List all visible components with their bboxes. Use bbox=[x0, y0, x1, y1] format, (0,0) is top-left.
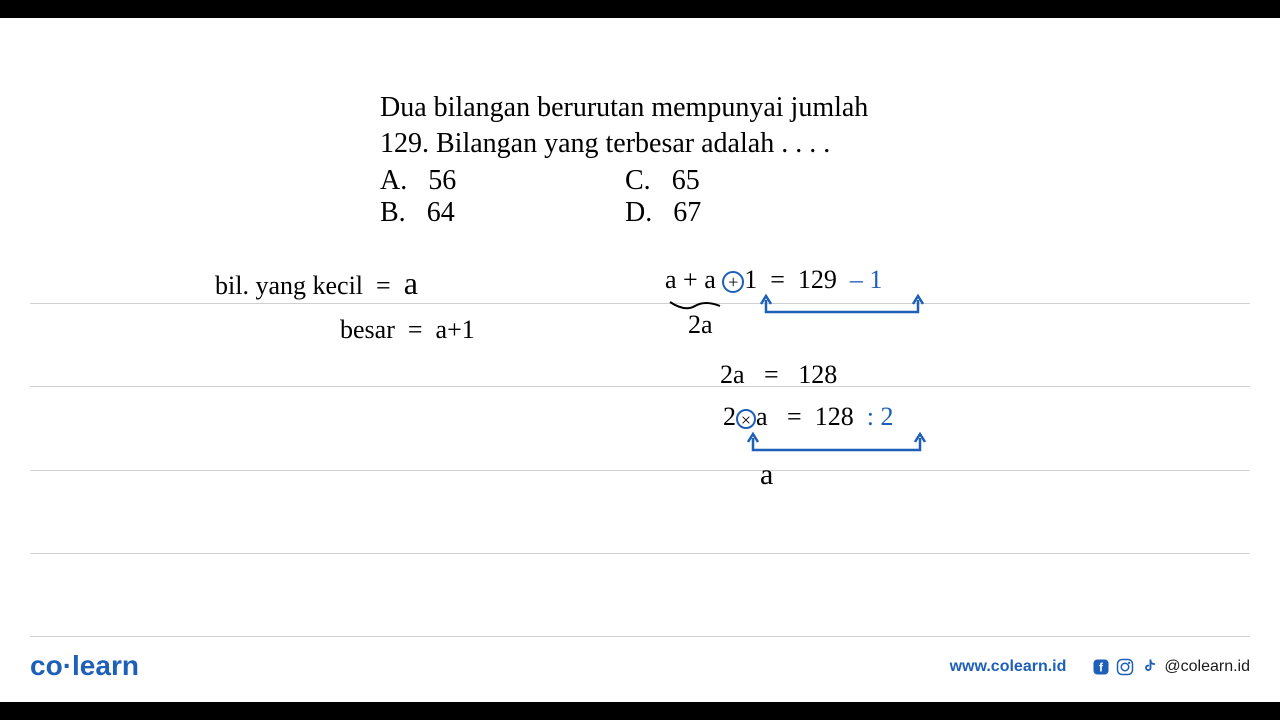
option-c: C. 65 bbox=[625, 165, 700, 197]
hw-eq1-left: a + a bbox=[665, 265, 716, 294]
hw-eq: = bbox=[770, 265, 785, 294]
option-a-value: 56 bbox=[428, 165, 456, 196]
hw-2a: 2a bbox=[688, 310, 713, 339]
hw-eq: = bbox=[408, 315, 423, 344]
hw-besar-text: besar bbox=[340, 315, 395, 344]
ruled-line bbox=[30, 553, 1250, 554]
hw-eq4-a: a bbox=[760, 458, 773, 491]
ruled-line bbox=[30, 470, 1250, 471]
ruled-line bbox=[30, 636, 1250, 637]
hw-besar-label: besar = a+1 bbox=[340, 315, 475, 345]
option-b: B. 64 bbox=[380, 197, 625, 229]
circled-plus-icon: + bbox=[722, 271, 744, 293]
question-line2: 129. Bilangan yang terbesar adalah . . .… bbox=[380, 126, 868, 162]
letterbox-bottom bbox=[0, 702, 1280, 720]
option-c-value: 65 bbox=[672, 165, 700, 196]
ruled-line bbox=[30, 303, 1250, 304]
hw-eq2-left: 2a bbox=[720, 360, 745, 389]
hw-eq2-right: 128 bbox=[798, 360, 837, 389]
hw-eq3-div2: : 2 bbox=[867, 402, 894, 431]
hw-eq: = bbox=[787, 402, 802, 431]
hw-eq: = bbox=[764, 360, 779, 389]
hw-kecil-label: bil. yang kecil = a bbox=[215, 265, 418, 302]
letterbox-top bbox=[0, 0, 1280, 18]
hw-eq: = bbox=[376, 271, 391, 300]
tiktok-icon bbox=[1140, 658, 1158, 676]
facebook-icon: f bbox=[1092, 658, 1110, 676]
hw-eq3: 2×a = 128 : 2 bbox=[723, 402, 893, 432]
hw-eq3-two: 2 bbox=[723, 402, 736, 431]
hw-eq3-right: 128 bbox=[815, 402, 854, 431]
underbrace-icon bbox=[665, 298, 725, 314]
hw-kecil-val: a bbox=[404, 265, 418, 301]
options-block: A. 56 C. 65 B. 64 D. 67 bbox=[380, 165, 701, 229]
question-line1: Dua bilangan berurutan mempunyai jumlah bbox=[380, 90, 868, 126]
hw-eq2: 2a = 128 bbox=[720, 360, 837, 390]
hw-eq1-minus1: – 1 bbox=[850, 265, 883, 294]
option-b-value: 64 bbox=[427, 197, 455, 228]
footer-url: www.colearn.id bbox=[950, 658, 1067, 676]
hw-eq4: a bbox=[760, 458, 773, 492]
ruled-line bbox=[30, 386, 1250, 387]
instagram-icon bbox=[1116, 658, 1134, 676]
option-d-value: 67 bbox=[673, 197, 701, 228]
hw-eq1-2a: 2a bbox=[688, 310, 713, 340]
logo-learn: learn bbox=[72, 650, 139, 681]
move-arrow-icon bbox=[745, 430, 935, 460]
hw-besar-val: a+1 bbox=[436, 315, 475, 344]
hw-eq1: a + a +1 = 129 – 1 bbox=[665, 265, 882, 295]
hw-kecil-text: bil. yang kecil bbox=[215, 271, 363, 300]
colearn-logo: co·learn bbox=[30, 650, 139, 682]
move-arrow-icon bbox=[758, 292, 933, 322]
option-d: D. 67 bbox=[625, 197, 701, 229]
question-block: Dua bilangan berurutan mempunyai jumlah … bbox=[380, 90, 868, 163]
logo-dot-icon: · bbox=[63, 650, 72, 681]
option-a: A. 56 bbox=[380, 165, 625, 197]
footer-right: www.colearn.id f @colearn.id bbox=[950, 658, 1250, 676]
hw-eq1-right: 129 bbox=[798, 265, 837, 294]
hw-eq3-a: a bbox=[756, 402, 768, 431]
logo-co: co bbox=[30, 650, 63, 681]
footer-handle: @colearn.id bbox=[1164, 658, 1250, 676]
hw-eq1-one: 1 bbox=[744, 265, 757, 294]
circled-times-icon: × bbox=[736, 409, 756, 429]
